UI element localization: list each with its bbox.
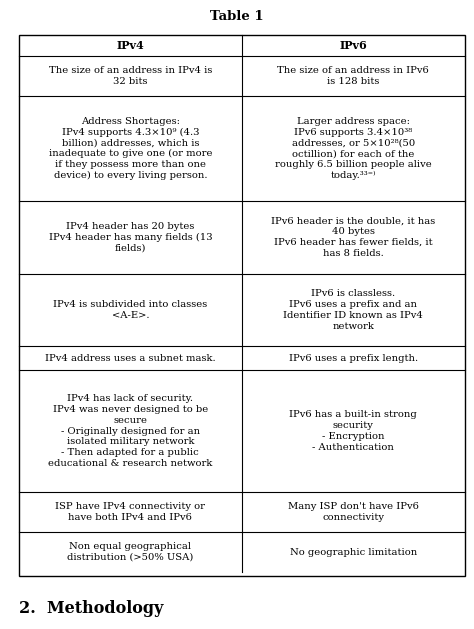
Text: IPv6 header is the double, it has
40 bytes
IPv6 header has fewer fields, it
has : IPv6 header is the double, it has 40 byt…: [271, 216, 435, 258]
Text: Non equal geographical
distribution (>50% USA): Non equal geographical distribution (>50…: [67, 542, 193, 562]
Text: IPv4: IPv4: [117, 40, 144, 50]
Text: Address Shortages:
IPv4 supports 4.3×10⁹ (4.3
billion) addresses, which is
inade: Address Shortages: IPv4 supports 4.3×10⁹…: [49, 117, 212, 180]
Text: IPv6: IPv6: [339, 40, 367, 50]
Bar: [19, 35, 465, 576]
Text: IPv4 header has 20 bytes
IPv4 header has many fields (13
fields): IPv4 header has 20 bytes IPv4 header has…: [48, 222, 212, 253]
Text: IPv6 has a built-in strong
security
- Encryption
- Authentication: IPv6 has a built-in strong security - En…: [289, 410, 417, 452]
Text: 2.  Methodology: 2. Methodology: [19, 600, 164, 618]
Text: Many ISP don't have IPv6
connectivity: Many ISP don't have IPv6 connectivity: [288, 502, 419, 521]
Text: IPv4 has lack of security.
IPv4 was never designed to be
secure
- Originally des: IPv4 has lack of security. IPv4 was neve…: [48, 394, 212, 468]
Text: IPv4 is subdivided into classes
<A-E>.: IPv4 is subdivided into classes <A-E>.: [53, 300, 208, 320]
Text: The size of an address in IPv6
is 128 bits: The size of an address in IPv6 is 128 bi…: [277, 66, 429, 86]
Text: IPv4 address uses a subnet mask.: IPv4 address uses a subnet mask.: [45, 354, 216, 363]
Text: Table 1: Table 1: [210, 10, 264, 23]
Text: The size of an address in IPv4 is
32 bits: The size of an address in IPv4 is 32 bit…: [49, 66, 212, 86]
Text: ISP have IPv4 connectivity or
have both IPv4 and IPv6: ISP have IPv4 connectivity or have both …: [55, 502, 205, 521]
Text: IPv6 uses a prefix length.: IPv6 uses a prefix length.: [289, 354, 418, 363]
Text: No geographic limitation: No geographic limitation: [290, 548, 417, 557]
Text: Larger address space:
IPv6 supports 3.4×10³⁸
addresses, or 5×10²⁸(50
octillion) : Larger address space: IPv6 supports 3.4×…: [275, 117, 431, 180]
Text: IPv6 is classless.
IPv6 uses a prefix and an
Identifier ID known as IPv4
network: IPv6 is classless. IPv6 uses a prefix an…: [283, 289, 423, 330]
